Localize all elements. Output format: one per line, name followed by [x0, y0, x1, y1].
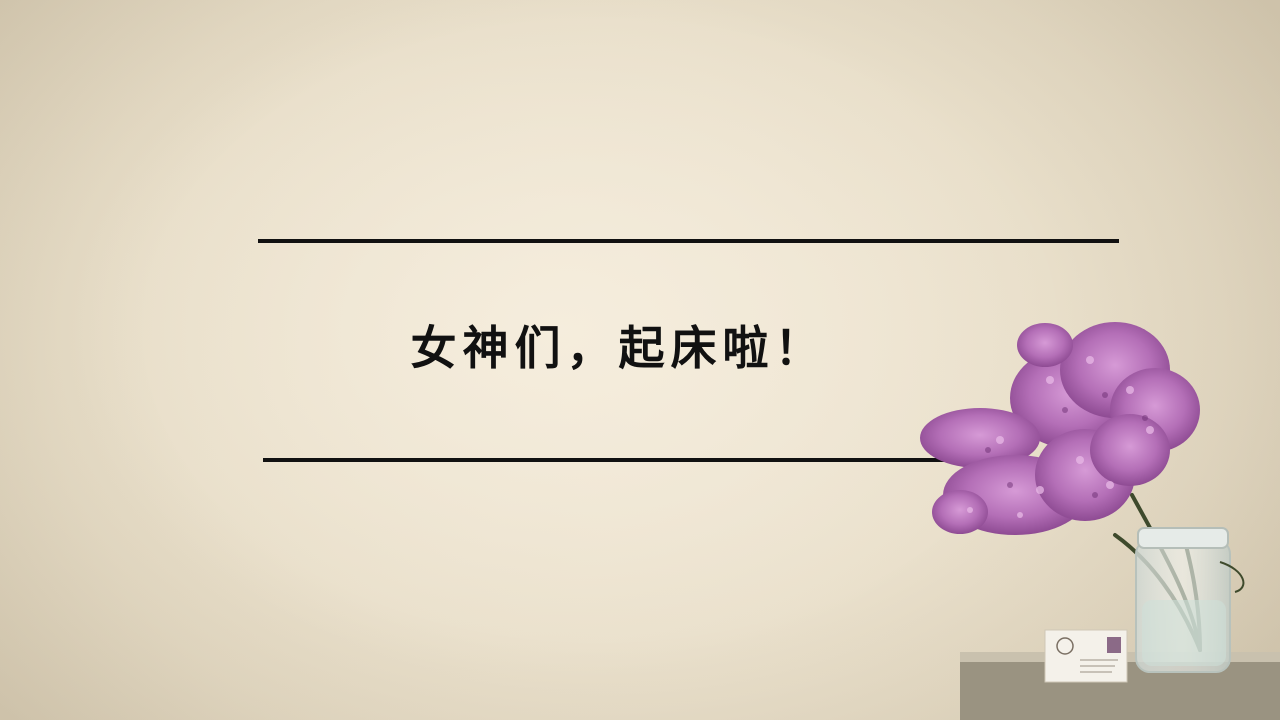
- top-divider-line: [258, 239, 1119, 243]
- bottom-divider-line: [263, 458, 1119, 462]
- postcard: [1044, 629, 1128, 683]
- glass-jar: [1135, 527, 1245, 673]
- lilac-blossoms: [920, 322, 1200, 535]
- lilac-vase-illustration: [920, 322, 1280, 720]
- slide-title: 女神们，起床啦！: [410, 321, 827, 375]
